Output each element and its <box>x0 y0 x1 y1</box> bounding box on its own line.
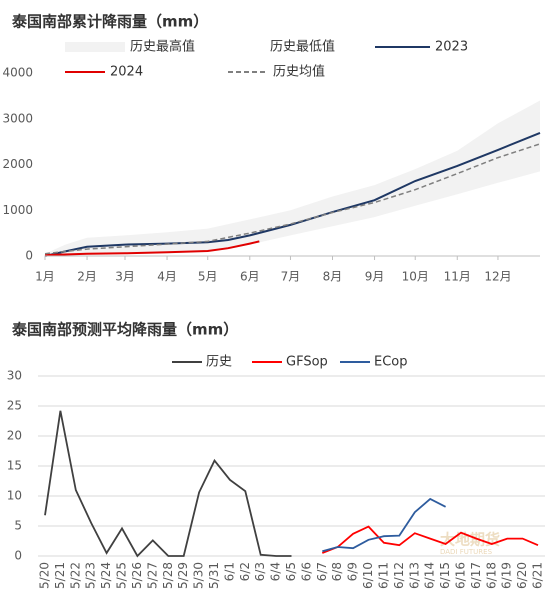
area <box>45 171 540 256</box>
x-tick-label: 11月 <box>444 270 471 284</box>
watermark-sub: DADI FUTURES <box>440 548 493 556</box>
x-tick-label: 6/14 <box>423 562 437 589</box>
line <box>44 240 260 257</box>
chart-title: 泰国南部预测平均降雨量（mm） <box>11 321 238 339</box>
x-tick-label: 6/6 <box>299 562 313 581</box>
x-tick-label: 6/13 <box>407 562 421 589</box>
legend-label: 历史最高值 <box>130 39 195 55</box>
x-tick-label: 6月 <box>240 270 260 284</box>
x-tick-label: 6/8 <box>330 562 344 581</box>
x-tick-label: 2月 <box>77 270 97 284</box>
chart-title: 泰国南部累计降雨量（mm） <box>11 13 208 31</box>
line <box>44 131 541 257</box>
x-tick-label: 6/17 <box>469 562 483 589</box>
x-tick-label: 5/22 <box>68 562 82 589</box>
x-tick-label: 3月 <box>115 270 135 284</box>
x-tick-label: 5月 <box>198 270 218 284</box>
legend-label: ECop <box>374 355 408 370</box>
x-tick-label: 6/4 <box>269 562 283 581</box>
legend-swatch <box>210 42 265 52</box>
y-tick-label: 0 <box>25 249 33 263</box>
x-tick-label: 6/19 <box>500 562 514 589</box>
line <box>44 410 292 558</box>
x-tick-label: 6/20 <box>515 562 529 589</box>
x-tick-label: 6/16 <box>453 562 467 589</box>
line <box>321 525 539 554</box>
x-tick-label: 6/11 <box>376 562 390 589</box>
x-tick-label: 1月 <box>35 270 55 284</box>
y-tick-label: 5 <box>14 519 22 533</box>
x-tick-label: 6/10 <box>361 562 375 589</box>
legend-label: 历史均值 <box>273 64 325 80</box>
x-tick-label: 5/25 <box>115 562 129 589</box>
legend-label: 历史最低值 <box>270 39 335 55</box>
x-tick-label: 6/9 <box>346 562 360 581</box>
y-tick-label: 2000 <box>2 157 33 171</box>
x-tick-label: 6/21 <box>531 562 545 589</box>
x-tick-label: 6/12 <box>392 562 406 589</box>
x-tick-label: 5/31 <box>207 562 221 589</box>
legend-label: 2023 <box>435 40 468 55</box>
x-tick-label: 5/30 <box>192 562 206 589</box>
x-tick-label: 5/21 <box>53 562 67 589</box>
y-tick-label: 20 <box>7 429 22 443</box>
x-tick-label: 5/24 <box>99 562 113 589</box>
y-tick-label: 4000 <box>2 66 33 80</box>
x-tick-label: 5/20 <box>38 562 52 589</box>
x-tick-label: 10月 <box>402 270 429 284</box>
x-tick-label: 5/29 <box>176 562 190 589</box>
x-tick-label: 6/15 <box>438 562 452 589</box>
y-tick-label: 3000 <box>2 111 33 125</box>
line <box>322 497 447 553</box>
x-tick-label: 8月 <box>323 270 343 284</box>
x-tick-label: 4月 <box>157 270 177 284</box>
legend-label: GFSop <box>286 355 328 370</box>
y-tick-label: 1000 <box>2 203 33 217</box>
x-tick-label: 5/27 <box>145 562 159 589</box>
x-tick-label: 5/23 <box>84 562 98 589</box>
legend-label: 2024 <box>110 65 143 80</box>
x-tick-label: 6/2 <box>238 562 252 581</box>
x-tick-label: 6/3 <box>253 562 267 581</box>
x-tick-label: 6/18 <box>484 562 498 589</box>
x-tick-label: 5/28 <box>161 562 175 589</box>
line <box>44 143 541 255</box>
x-tick-label: 9月 <box>365 270 385 284</box>
x-tick-label: 5/26 <box>130 562 144 589</box>
y-tick-label: 0 <box>14 549 22 563</box>
y-tick-label: 10 <box>7 489 22 503</box>
legend-label: 历史 <box>206 355 232 370</box>
legend-swatch <box>65 42 125 52</box>
watermark: 大地期货 <box>440 531 500 549</box>
y-tick-label: 25 <box>7 399 22 413</box>
x-tick-label: 6/7 <box>315 562 329 581</box>
x-tick-label: 6/1 <box>222 562 236 581</box>
x-tick-label: 6/5 <box>284 562 298 581</box>
y-tick-label: 30 <box>7 369 22 383</box>
x-tick-label: 7月 <box>281 270 301 284</box>
y-tick-label: 15 <box>7 459 22 473</box>
x-tick-label: 12月 <box>484 270 511 284</box>
